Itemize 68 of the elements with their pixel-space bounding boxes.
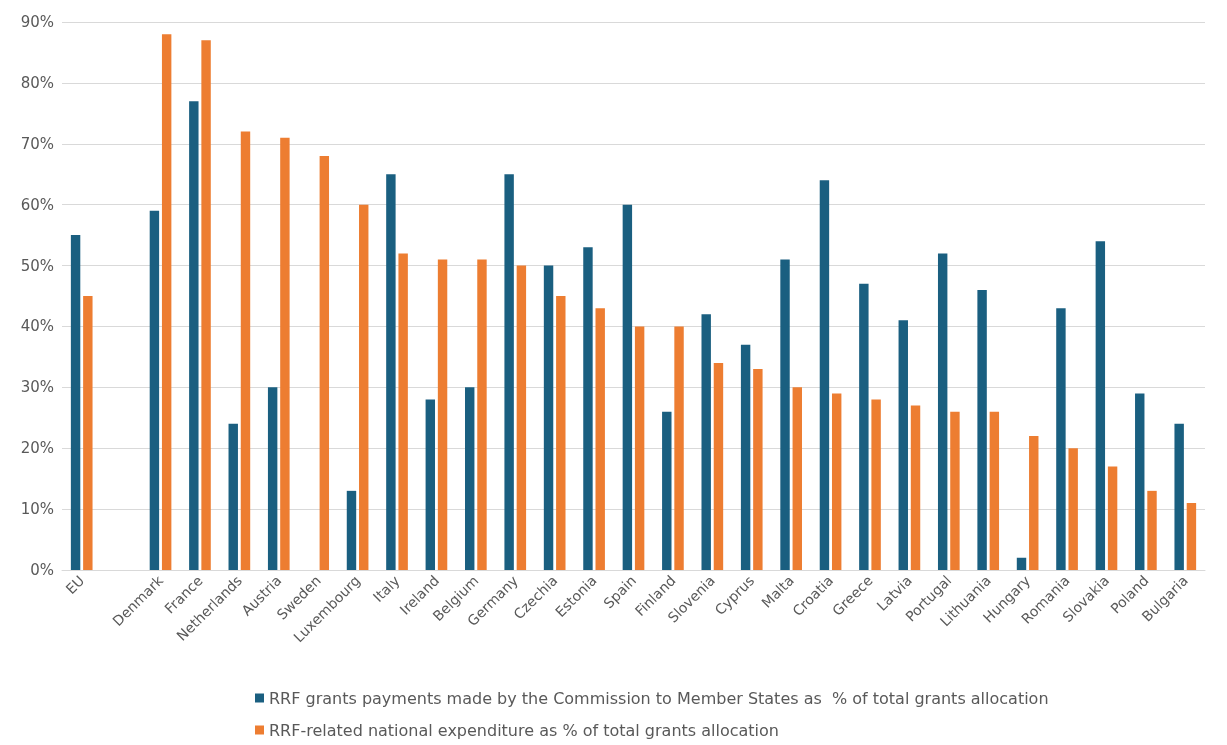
bar bbox=[792, 387, 802, 570]
bar bbox=[1107, 466, 1118, 570]
bar bbox=[70, 235, 81, 570]
bar bbox=[280, 137, 290, 570]
y-tick-label: 70% bbox=[20, 134, 54, 153]
bar bbox=[740, 344, 751, 570]
bar bbox=[465, 387, 475, 570]
y-tick-label: 50% bbox=[20, 256, 54, 275]
bar bbox=[319, 155, 330, 570]
y-tick-label: 60% bbox=[20, 195, 54, 214]
bar bbox=[556, 296, 566, 570]
bar bbox=[701, 314, 711, 570]
bar bbox=[674, 326, 684, 570]
bar bbox=[149, 210, 160, 570]
bar bbox=[937, 253, 948, 570]
y-tick-label: 10% bbox=[20, 500, 54, 519]
bar bbox=[780, 259, 790, 570]
bar bbox=[1174, 423, 1184, 570]
bar bbox=[831, 393, 842, 570]
bar bbox=[189, 101, 199, 570]
bar bbox=[989, 411, 1000, 570]
y-tick-label: 20% bbox=[20, 439, 54, 458]
bar bbox=[477, 259, 487, 570]
bar bbox=[753, 369, 763, 570]
bar bbox=[437, 259, 448, 570]
bar bbox=[543, 265, 554, 570]
bar bbox=[359, 204, 369, 570]
bar bbox=[386, 174, 396, 570]
bar bbox=[1147, 490, 1157, 570]
bar bbox=[583, 247, 593, 570]
bar bbox=[819, 180, 830, 570]
y-tick-label: 90% bbox=[20, 13, 54, 31]
bar bbox=[1186, 503, 1197, 570]
bar bbox=[977, 289, 987, 570]
y-tick-label: 30% bbox=[20, 378, 54, 397]
bar bbox=[1095, 241, 1106, 570]
bar bbox=[1068, 448, 1078, 570]
bar bbox=[346, 490, 357, 570]
bar bbox=[1135, 393, 1145, 570]
bar bbox=[713, 362, 724, 570]
bar bbox=[201, 40, 211, 570]
bar bbox=[240, 131, 251, 570]
bar bbox=[634, 326, 645, 570]
bar bbox=[950, 411, 960, 570]
bar bbox=[516, 265, 527, 570]
bar bbox=[504, 174, 514, 570]
bar bbox=[859, 283, 869, 570]
bar bbox=[871, 399, 881, 570]
bar bbox=[228, 423, 238, 570]
bar bbox=[83, 296, 93, 570]
bar bbox=[1029, 436, 1039, 570]
y-tick-label: 40% bbox=[20, 317, 54, 336]
bar bbox=[662, 411, 672, 570]
bar bbox=[595, 308, 605, 570]
x-tick-label: EU bbox=[62, 572, 88, 598]
bar bbox=[267, 387, 278, 570]
bar bbox=[910, 405, 921, 570]
bar bbox=[622, 204, 633, 570]
legend-label: RRF-related national expenditure as % of total grants allocation bbox=[269, 720, 779, 740]
bar bbox=[398, 253, 408, 570]
bar bbox=[161, 34, 172, 570]
bar bbox=[898, 320, 908, 570]
bar bbox=[425, 399, 436, 570]
bar bbox=[1016, 557, 1027, 570]
legend-label: RRF grants payments made by the Commission to Member States as % of total grants allocation bbox=[269, 688, 1049, 708]
y-tick-label: 0% bbox=[30, 561, 54, 579]
bar bbox=[1056, 308, 1066, 570]
y-tick-label: 80% bbox=[20, 73, 54, 92]
